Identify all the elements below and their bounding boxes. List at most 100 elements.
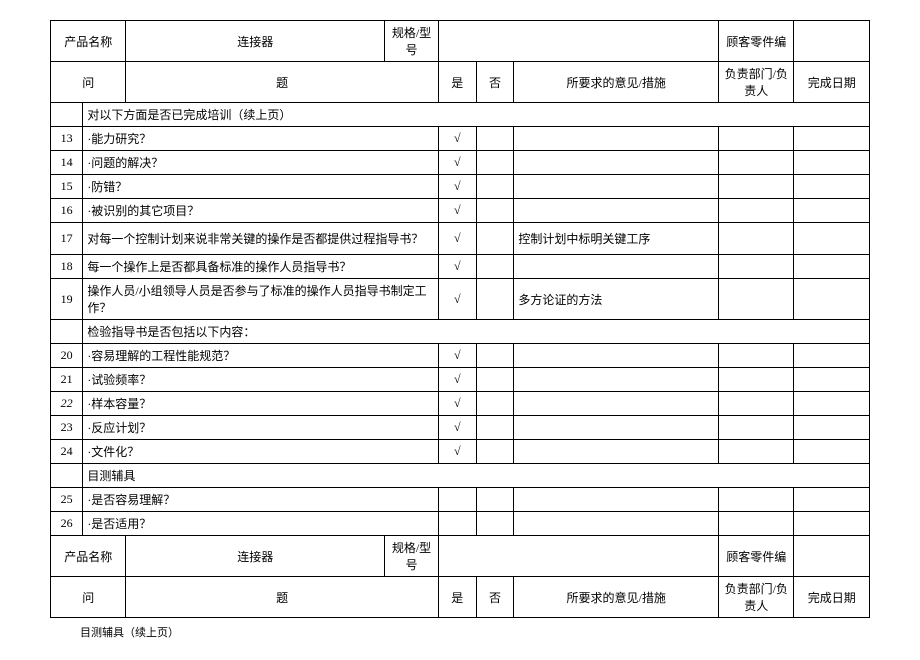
table-row: 18 每一个操作上是否都具备标准的操作人员指导书？ √ — [51, 255, 870, 279]
col-date-2: 完成日期 — [794, 577, 870, 618]
row-opinion — [514, 392, 719, 416]
spec-label: 规格/型号 — [385, 21, 439, 62]
customer-part-label: 顾客零件编 — [719, 21, 794, 62]
row-no — [476, 368, 514, 392]
row-opinion — [514, 175, 719, 199]
row-question: ·是否容易理解？ — [83, 488, 439, 512]
row-opinion: 多方论证的方法 — [514, 279, 719, 320]
section-3-title: 目测辅具 — [83, 464, 870, 488]
row-yes: √ — [438, 344, 476, 368]
col-question-left-2: 问 — [51, 577, 126, 618]
row-opinion — [514, 151, 719, 175]
row-num: 26 — [51, 512, 83, 536]
row-owner — [719, 199, 794, 223]
row-question: ·试验频率？ — [83, 368, 439, 392]
row-opinion — [514, 255, 719, 279]
row-date — [794, 440, 870, 464]
col-date: 完成日期 — [794, 62, 870, 103]
row-no — [476, 512, 514, 536]
customer-part-label-2: 顾客零件编 — [719, 536, 794, 577]
row-question: ·问题的解决？ — [83, 151, 439, 175]
row-owner — [719, 488, 794, 512]
form-sheet: 产品名称 连接器 规格/型号 顾客零件编 问 题 是 否 所要求的意见/措施 负… — [50, 20, 870, 640]
section-1-title: 对以下方面是否已完成培训（续上页） — [83, 103, 870, 127]
row-num: 15 — [51, 175, 83, 199]
section-2-title: 检验指导书是否包括以下内容： — [83, 320, 870, 344]
spec-value — [438, 21, 718, 62]
row-date — [794, 175, 870, 199]
row-question: ·反应计划？ — [83, 416, 439, 440]
row-question: ·能力研究？ — [83, 127, 439, 151]
table-row: 26 ·是否适用？ — [51, 512, 870, 536]
row-no — [476, 392, 514, 416]
row-question: ·是否适用？ — [83, 512, 439, 536]
row-opinion — [514, 416, 719, 440]
row-opinion — [514, 368, 719, 392]
row-yes: √ — [438, 223, 476, 255]
row-yes: √ — [438, 368, 476, 392]
row-no — [476, 488, 514, 512]
row-opinion: 控制计划中标明关键工序 — [514, 223, 719, 255]
row-no — [476, 175, 514, 199]
col-yes: 是 — [438, 62, 476, 103]
product-name-label: 产品名称 — [51, 21, 126, 62]
header-row-1: 产品名称 连接器 规格/型号 顾客零件编 — [51, 21, 870, 62]
row-owner — [719, 416, 794, 440]
row-date — [794, 279, 870, 320]
row-no — [476, 151, 514, 175]
row-date — [794, 368, 870, 392]
row-no — [476, 255, 514, 279]
row-question: 操作人员/小组领导人员是否参与了标准的操作人员指导书制定工作？ — [83, 279, 439, 320]
row-yes: √ — [438, 255, 476, 279]
row-owner — [719, 440, 794, 464]
row-num: 24 — [51, 440, 83, 464]
main-table: 产品名称 连接器 规格/型号 顾客零件编 问 题 是 否 所要求的意见/措施 负… — [50, 20, 870, 618]
row-no — [476, 416, 514, 440]
section-3-blank — [51, 464, 83, 488]
col-question-left: 问 — [51, 62, 126, 103]
col-yes-2: 是 — [438, 577, 476, 618]
table-row: 14 ·问题的解决？ √ — [51, 151, 870, 175]
col-owner: 负责部门/负责人 — [719, 62, 794, 103]
row-owner — [719, 368, 794, 392]
row-no — [476, 199, 514, 223]
table-row: 13 ·能力研究？ √ — [51, 127, 870, 151]
row-question: 对每一个控制计划来说非常关键的操作是否都提供过程指导书？ — [83, 223, 439, 255]
row-question: ·样本容量？ — [83, 392, 439, 416]
row-question: ·文件化？ — [83, 440, 439, 464]
table-row: 25 ·是否容易理解？ — [51, 488, 870, 512]
row-no — [476, 279, 514, 320]
row-question: ·被识别的其它项目？ — [83, 199, 439, 223]
row-date — [794, 127, 870, 151]
row-num: 14 — [51, 151, 83, 175]
row-opinion — [514, 127, 719, 151]
row-owner — [719, 512, 794, 536]
section-row-1: 对以下方面是否已完成培训（续上页） — [51, 103, 870, 127]
row-date — [794, 199, 870, 223]
col-no-2: 否 — [476, 577, 514, 618]
row-no — [476, 344, 514, 368]
row-num: 19 — [51, 279, 83, 320]
row-yes: √ — [438, 151, 476, 175]
row-num: 23 — [51, 416, 83, 440]
row-date — [794, 488, 870, 512]
table-row: 21 ·试验频率？ √ — [51, 368, 870, 392]
row-opinion — [514, 199, 719, 223]
table-row: 17 对每一个控制计划来说非常关键的操作是否都提供过程指导书？ √ 控制计划中标… — [51, 223, 870, 255]
row-num: 21 — [51, 368, 83, 392]
row-yes — [438, 488, 476, 512]
section-1-blank — [51, 103, 83, 127]
row-no — [476, 223, 514, 255]
row-owner — [719, 223, 794, 255]
row-num: 13 — [51, 127, 83, 151]
row-date — [794, 344, 870, 368]
row-owner — [719, 127, 794, 151]
row-owner — [719, 151, 794, 175]
row-date — [794, 255, 870, 279]
customer-part-value-2 — [794, 536, 870, 577]
row-yes: √ — [438, 440, 476, 464]
spec-value-2 — [438, 536, 718, 577]
col-opinion: 所要求的意见/措施 — [514, 62, 719, 103]
row-date — [794, 512, 870, 536]
row-num: 18 — [51, 255, 83, 279]
